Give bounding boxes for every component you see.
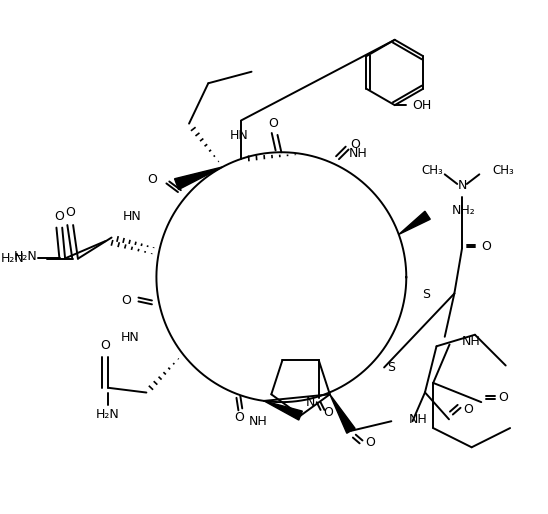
Text: S: S: [387, 361, 395, 374]
Text: O: O: [269, 117, 278, 130]
Text: O: O: [147, 173, 157, 186]
Text: NH: NH: [349, 147, 367, 160]
Polygon shape: [330, 394, 355, 433]
Text: NH: NH: [409, 413, 427, 426]
Text: O: O: [499, 391, 509, 404]
Text: HN: HN: [230, 130, 249, 142]
Text: O: O: [323, 406, 333, 419]
Text: O: O: [65, 206, 75, 219]
Text: H₂N: H₂N: [14, 250, 38, 263]
Text: O: O: [235, 411, 244, 424]
Text: H₂N: H₂N: [1, 252, 25, 265]
Text: S: S: [422, 287, 430, 301]
Text: O: O: [350, 138, 360, 151]
Polygon shape: [264, 401, 302, 420]
Text: N: N: [305, 396, 315, 409]
Text: OH: OH: [412, 99, 431, 112]
Text: NH: NH: [248, 415, 267, 428]
Text: O: O: [121, 294, 131, 307]
Text: NH: NH: [462, 335, 481, 348]
Text: O: O: [54, 210, 64, 223]
Text: O: O: [481, 240, 491, 253]
Text: NH₂: NH₂: [452, 204, 475, 217]
Text: O: O: [366, 436, 375, 449]
Text: HN: HN: [121, 331, 139, 344]
Text: CH₃: CH₃: [421, 164, 443, 177]
Text: O: O: [100, 339, 110, 352]
Text: CH₃: CH₃: [493, 164, 515, 177]
Polygon shape: [175, 167, 222, 190]
Text: HN: HN: [122, 210, 141, 223]
Text: N: N: [458, 179, 467, 192]
Polygon shape: [399, 211, 430, 234]
Text: O: O: [464, 403, 473, 416]
Text: H₂N: H₂N: [96, 408, 120, 421]
